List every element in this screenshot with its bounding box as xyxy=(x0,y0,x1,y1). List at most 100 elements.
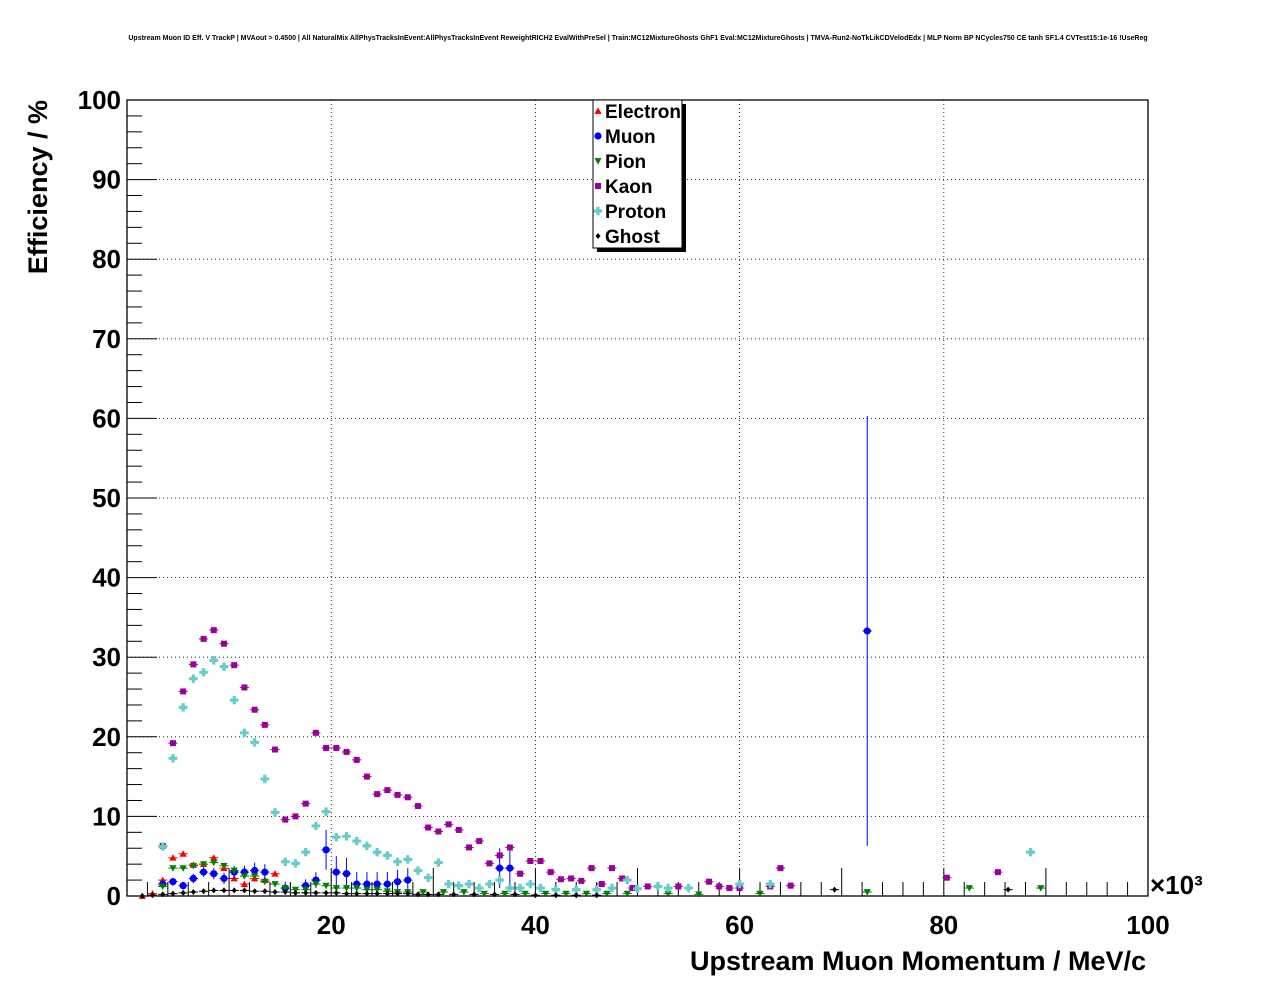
data-point xyxy=(863,889,871,896)
data-point xyxy=(557,876,564,883)
data-point xyxy=(629,885,636,892)
data-point xyxy=(374,791,381,798)
data-point xyxy=(303,889,309,896)
data-point xyxy=(471,891,477,898)
data-point xyxy=(150,892,156,899)
data-point xyxy=(542,890,550,898)
data-point xyxy=(271,870,279,877)
data-point xyxy=(271,881,279,888)
data-point xyxy=(435,891,441,898)
data-point xyxy=(506,844,513,851)
data-point xyxy=(262,888,268,895)
data-point xyxy=(231,887,237,894)
data-point xyxy=(434,858,443,867)
legend-marker-ghost xyxy=(595,233,601,239)
data-point xyxy=(281,857,290,866)
data-point xyxy=(496,864,504,872)
data-point xyxy=(250,738,259,747)
data-point xyxy=(965,885,973,892)
data-point xyxy=(179,850,187,857)
legend-marker-kaon xyxy=(595,183,601,189)
data-point xyxy=(312,729,319,736)
data-point xyxy=(684,883,693,893)
data-point xyxy=(272,746,279,753)
y-tick-label: 10 xyxy=(92,801,121,831)
data-point xyxy=(200,635,207,642)
data-point xyxy=(573,892,579,899)
x-tick-label: 80 xyxy=(929,910,958,940)
data-point xyxy=(261,721,268,728)
data-point xyxy=(653,882,663,891)
data-point xyxy=(423,873,433,882)
data-point xyxy=(373,886,381,894)
data-point xyxy=(169,878,177,886)
x-tick-label: 100 xyxy=(1126,910,1169,940)
data-point xyxy=(413,866,423,875)
x-tick-label: 20 xyxy=(317,910,346,940)
data-point xyxy=(863,627,871,635)
data-point xyxy=(425,891,431,898)
data-point xyxy=(705,878,712,885)
data-point xyxy=(445,821,452,828)
data-point xyxy=(139,893,145,899)
data-point xyxy=(180,889,186,896)
x-tick-label: 40 xyxy=(521,910,550,940)
data-point xyxy=(292,813,299,820)
data-point xyxy=(506,864,514,872)
y-tick-label: 0 xyxy=(107,881,121,911)
data-point xyxy=(607,883,617,893)
data-point xyxy=(158,842,167,851)
data-point xyxy=(486,860,493,867)
data-point xyxy=(169,865,177,872)
data-point xyxy=(475,883,484,893)
data-point xyxy=(594,892,600,899)
data-point xyxy=(726,885,733,892)
data-point xyxy=(515,883,525,893)
data-point xyxy=(476,838,483,845)
data-point xyxy=(454,881,464,890)
legend-label-kaon: Kaon xyxy=(605,177,653,198)
data-point xyxy=(160,891,166,898)
data-point xyxy=(716,883,723,890)
data-point xyxy=(301,848,310,857)
data-point xyxy=(485,879,494,889)
data-point xyxy=(537,857,544,864)
legend-marker-pion xyxy=(594,158,602,165)
data-point xyxy=(496,852,503,859)
data-point xyxy=(455,826,462,833)
data-point xyxy=(568,875,575,882)
data-point xyxy=(211,887,217,894)
data-point xyxy=(332,832,341,842)
data-point xyxy=(492,891,498,898)
data-point xyxy=(159,883,167,891)
data-point xyxy=(374,890,380,897)
data-point xyxy=(344,890,350,897)
data-point xyxy=(505,883,515,893)
data-point xyxy=(251,866,259,875)
data-point xyxy=(395,890,401,897)
data-point xyxy=(1037,885,1045,892)
data-point xyxy=(282,816,289,823)
data-point xyxy=(270,808,280,817)
data-point xyxy=(332,885,340,892)
data-point xyxy=(405,890,411,897)
data-point xyxy=(353,885,361,892)
data-point xyxy=(342,870,351,878)
y-tick-label: 80 xyxy=(92,244,121,274)
data-point xyxy=(608,865,615,872)
data-point xyxy=(623,890,631,898)
data-point xyxy=(394,791,401,798)
data-point xyxy=(495,875,504,885)
data-point xyxy=(943,874,950,881)
data-point xyxy=(363,773,370,780)
data-point xyxy=(322,882,330,890)
data-point xyxy=(527,857,534,864)
data-point xyxy=(526,879,535,889)
data-point xyxy=(756,890,764,898)
data-point xyxy=(199,861,208,868)
data-point xyxy=(210,627,217,634)
data-point xyxy=(663,883,673,893)
data-point xyxy=(292,889,298,896)
data-point xyxy=(415,891,421,898)
x-axis-label: Upstream Muon Momentum / MeV/c xyxy=(690,946,1146,976)
